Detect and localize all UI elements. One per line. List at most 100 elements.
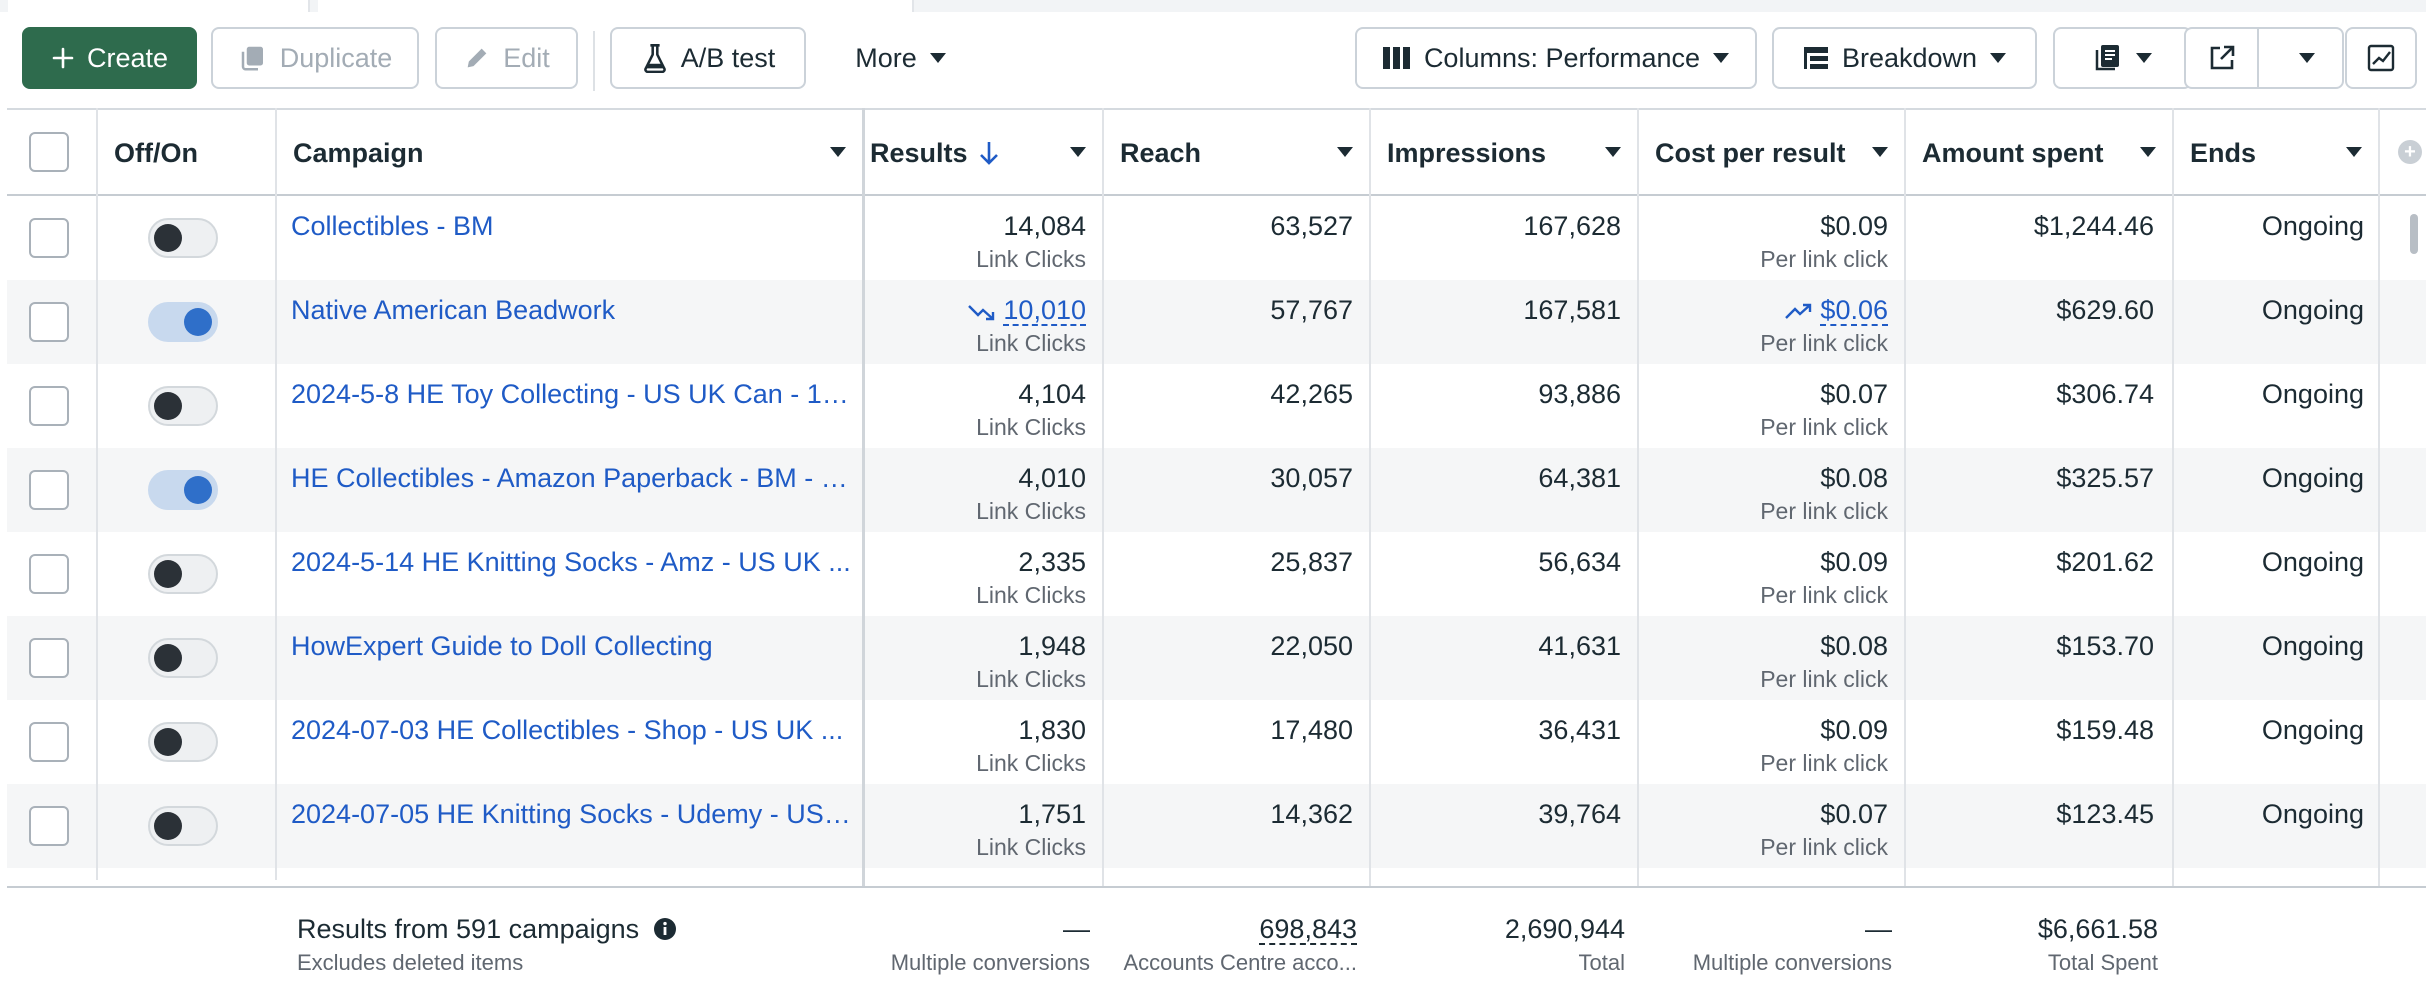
reports-button[interactable] [2053,27,2192,89]
table-row[interactable]: Collectibles - BM 14,084 Link Clicks 63,527… [7,196,2426,280]
table-row[interactable]: 2024-5-14 HE Knitting Socks - Amz - US U… [7,532,2426,616]
row-checkbox[interactable] [29,470,69,510]
row-checkbox[interactable] [29,302,69,342]
summary-reach-value[interactable]: 698,843 [1259,914,1357,944]
table-row[interactable]: 2024-07-05 HE Knitting Socks - Udemy - U… [7,784,2426,868]
summary-impressions-note: Total [1578,950,1625,975]
top-tab[interactable] [8,0,310,12]
table-row[interactable]: HE Collectibles - Amazon Paperback - BM … [7,448,2426,532]
table-row[interactable]: 2024-07-03 HE Collectibles - Shop - US U… [7,700,2426,784]
campaign-toggle[interactable] [148,806,218,846]
column-header-impressions[interactable]: Impressions [1369,110,1637,196]
campaign-name-link[interactable]: Collectibles - BM [291,211,494,241]
campaign-toggle[interactable] [148,638,218,678]
sort-descending-arrow-icon[interactable] [978,140,1000,166]
summary-impressions-value: 2,690,944 [1504,914,1625,944]
duplicate-button[interactable]: Duplicate [211,27,419,89]
row-checkbox[interactable] [29,554,69,594]
caret-down-icon[interactable] [2140,147,2156,157]
impressions-cell: 41,631 [1369,616,1637,700]
caret-down-icon[interactable] [1070,147,1086,157]
campaign-toggle[interactable] [148,470,218,510]
add-column-icon[interactable]: + [2398,140,2422,164]
export-button[interactable] [2186,29,2259,87]
breakdown-button[interactable]: Breakdown [1772,27,2037,89]
row-checkbox[interactable] [29,218,69,258]
caret-down-icon[interactable] [1872,147,1888,157]
column-header-cost-per-result[interactable]: Cost per result [1637,110,1904,196]
campaign-name-link[interactable]: Native American Beadwork [291,295,616,325]
info-icon[interactable] [653,917,677,941]
column-header-label: Ends [2190,137,2257,168]
more-button[interactable]: More [830,27,972,89]
row-toggle-cell [7,700,275,784]
caret-down-icon[interactable] [830,147,846,157]
column-header-ends[interactable]: Ends [2172,110,2378,196]
campaign-name-link[interactable]: HowExpert Guide to Doll Collecting [291,631,713,661]
campaign-name-link[interactable]: 2024-5-8 HE Toy Collecting - US UK Can -… [291,379,851,409]
campaign-toggle[interactable] [148,386,218,426]
vertical-scrollbar[interactable] [2400,196,2426,886]
results-cell: 1,948 Link Clicks [862,616,1102,700]
campaign-cell: Native American Beadwork [275,280,862,364]
ab-test-button[interactable]: A/B test [610,27,806,89]
summary-subtitle: Excludes deleted items [297,950,524,975]
select-all-checkbox[interactable] [29,132,69,172]
campaign-toggle[interactable] [148,302,218,342]
row-select-cell [7,532,96,616]
column-header-reach[interactable]: Reach [1102,110,1369,196]
ends-value: Ongoing [2261,463,2364,493]
summary-cost-note: Multiple conversions [1692,950,1892,975]
table-row[interactable]: 2024-5-8 HE Toy Collecting - US UK Can -… [7,364,2426,448]
impressions-value: 167,581 [1523,295,1621,325]
campaign-name-link[interactable]: HE Collectibles - Amazon Paperback - BM … [291,463,851,493]
results-value[interactable]: 10,010 [967,295,1086,326]
create-button[interactable]: Create [22,27,197,89]
reach-value: 42,265 [1270,379,1353,409]
scrollbar-thumb[interactable] [2410,214,2418,254]
columns-button[interactable]: Columns: Performance [1355,27,1757,89]
campaign-name-link[interactable]: 2024-07-05 HE Knitting Socks - Udemy - U… [291,799,851,829]
chart-button[interactable] [2345,27,2417,89]
spent-cell: $123.45 [1904,784,2172,868]
summary-cost-value: — [1865,914,1892,944]
row-toggle-cell [7,616,275,700]
column-header-amount-spent[interactable]: Amount spent [1904,110,2172,196]
campaign-name-link[interactable]: 2024-5-14 HE Knitting Socks - Amz - US U… [291,547,851,577]
cost-cell: $0.07 Per link click [1637,364,1904,448]
campaign-toggle[interactable] [148,554,218,594]
row-checkbox[interactable] [29,722,69,762]
row-checkbox[interactable] [29,386,69,426]
campaign-name-link[interactable]: 2024-07-03 HE Collectibles - Shop - US U… [291,715,844,745]
table-row[interactable]: Native American Beadwork 10,010 Link Click… [7,280,2426,364]
cost-value[interactable]: $0.06 [1784,295,1888,326]
export-icon [2210,45,2234,70]
impressions-cell: 64,381 [1369,448,1637,532]
column-header-campaign[interactable]: Campaign [275,110,862,196]
campaign-toggle[interactable] [148,722,218,762]
cost-cell: $0.06 Per link click [1637,280,1904,364]
column-header-results[interactable]: Results [862,110,1102,196]
campaign-toggle[interactable] [148,218,218,258]
spent-cell: $629.60 [1904,280,2172,364]
select-all-cell [7,110,96,196]
duplicate-icon [241,46,263,71]
caret-down-icon[interactable] [1337,147,1353,157]
table-row[interactable]: HowExpert Guide to Doll Collecting 1,948 L… [7,616,2426,700]
impressions-value: 64,381 [1538,463,1621,493]
top-tab[interactable] [318,0,914,12]
column-header-label: Campaign [293,137,424,168]
row-checkbox[interactable] [29,806,69,846]
row-checkbox[interactable] [29,638,69,678]
caret-down-icon[interactable] [1605,147,1621,157]
toolbar: Create Duplicate Edit A/B test More Colu… [0,12,2426,108]
edit-button[interactable]: Edit [435,27,578,89]
export-dropdown[interactable] [2271,29,2342,87]
column-header-offon[interactable]: Off/On [96,110,275,196]
ends-cell: Ongoing [2172,280,2378,364]
spent-cell: $306.74 [1904,364,2172,448]
caret-down-icon [2135,53,2152,63]
caret-down-icon[interactable] [2346,147,2362,157]
campaign-cell: Collectibles - BM [275,196,862,280]
column-header-label: Results [870,138,968,168]
